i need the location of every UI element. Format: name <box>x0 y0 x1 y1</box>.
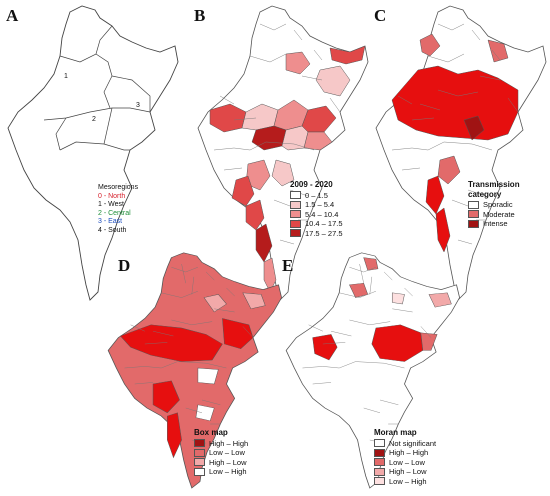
mesoregion-item: 4 - South <box>98 226 127 234</box>
legend-swatch <box>194 448 205 457</box>
panel-label-c: C <box>374 6 387 25</box>
legend-item-label: High – Low <box>389 467 427 476</box>
legend-item: High – High <box>374 448 436 458</box>
legend-incidence-title: 2009 - 2020 <box>290 180 333 189</box>
legend-swatch <box>468 210 479 219</box>
legend-item-label: High – High <box>209 438 249 448</box>
legend-swatch <box>290 200 301 209</box>
legend-item-label: High – High <box>389 448 429 457</box>
legend-swatch <box>194 467 205 476</box>
panel-label-a: A <box>6 6 19 25</box>
legend-transmission-title: Transmission category <box>468 180 520 199</box>
state-outline-a <box>7 5 179 301</box>
legend-swatch <box>374 439 385 448</box>
legend-item: 0 – 1.5 <box>290 191 343 201</box>
legend-item-label: Sporadic <box>483 200 513 209</box>
legend-item: High – Low <box>374 467 436 477</box>
mesoregion-item: 3 - East <box>98 218 123 226</box>
mesoregions-legend: Mesoregions 0 - North 1 - West 2 - Centr… <box>98 184 138 236</box>
panel-label-d: D <box>118 256 131 275</box>
legend-item-label: Low – Low <box>209 448 245 457</box>
legend-item: 5.4 – 10.4 <box>290 210 343 220</box>
legend-swatch <box>468 200 479 209</box>
legend-item-label: Low – High <box>389 476 427 486</box>
legend-item-label: Intense <box>483 219 508 228</box>
legend-item: Low – High <box>374 477 436 487</box>
legend-item: High – High <box>194 439 248 449</box>
legend-item: High – Low <box>194 458 248 468</box>
legend-swatch <box>194 458 205 467</box>
legend-item: 1.5 – 5.4 <box>290 200 343 210</box>
mesoregion-number-2: 2 <box>92 116 96 123</box>
legend-swatch <box>374 458 385 467</box>
legend-swatch <box>194 439 205 448</box>
legend-swatch <box>290 229 301 238</box>
legend-item-label: 10.4 – 17.5 <box>305 219 343 228</box>
legend-item: 17.5 – 27.5 <box>290 229 343 239</box>
legend-transmission: Transmission category Sporadic Moderate … <box>468 180 550 229</box>
legend-moran-map-title: Moran map <box>374 428 417 437</box>
legend-swatch <box>468 219 479 228</box>
mesoregion-item: 2 - Central <box>98 209 131 217</box>
legend-item: Intense <box>468 219 550 229</box>
legend-item-label: 1.5 – 5.4 <box>305 200 335 209</box>
legend-item-label: High – Low <box>209 457 247 467</box>
legend-incidence: 2009 - 2020 0 – 1.5 1.5 – 5.4 5.4 – 10.4… <box>290 180 343 238</box>
legend-moran-map: Moran map Not significant High – High Lo… <box>374 428 436 486</box>
legend-item-label: 17.5 – 27.5 <box>305 228 343 238</box>
legend-swatch <box>374 477 385 486</box>
panel-label-b: B <box>194 6 206 25</box>
legend-box-map: Box map High – High Low – Low High – Low… <box>194 428 248 477</box>
mesoregion-item: 1 - West <box>98 201 124 209</box>
mesoregion-number-1: 1 <box>64 73 68 80</box>
legend-item: Moderate <box>468 210 550 220</box>
legend-item: Low – Low <box>194 448 248 458</box>
legend-swatch <box>290 210 301 219</box>
mesoregions-title: Mesoregions <box>98 184 139 191</box>
mesoregion-item: 0 - North <box>98 192 126 200</box>
state-outline-c <box>375 5 547 301</box>
legend-item: Sporadic <box>468 200 550 210</box>
legend-item: Not significant <box>374 439 436 449</box>
legend-item-label: Moderate <box>483 209 515 219</box>
legend-box-map-title: Box map <box>194 428 228 437</box>
legend-item-label: 5.4 – 10.4 <box>305 209 339 219</box>
legend-item-label: Not significant <box>389 438 437 448</box>
legend-item-label: Low – Low <box>389 457 425 467</box>
panel-label-e: E <box>282 256 294 275</box>
legend-item: Low – High <box>194 467 248 477</box>
legend-item-label: 0 – 1.5 <box>305 190 328 200</box>
legend-swatch <box>374 467 385 476</box>
legend-swatch <box>290 191 301 200</box>
legend-swatch <box>374 448 385 457</box>
legend-item-label: Low – High <box>209 467 247 476</box>
legend-swatch <box>290 219 301 228</box>
mesoregion-number-3: 3 <box>136 102 140 109</box>
legend-item: Low – Low <box>374 458 436 468</box>
legend-item: 10.4 – 17.5 <box>290 219 343 229</box>
